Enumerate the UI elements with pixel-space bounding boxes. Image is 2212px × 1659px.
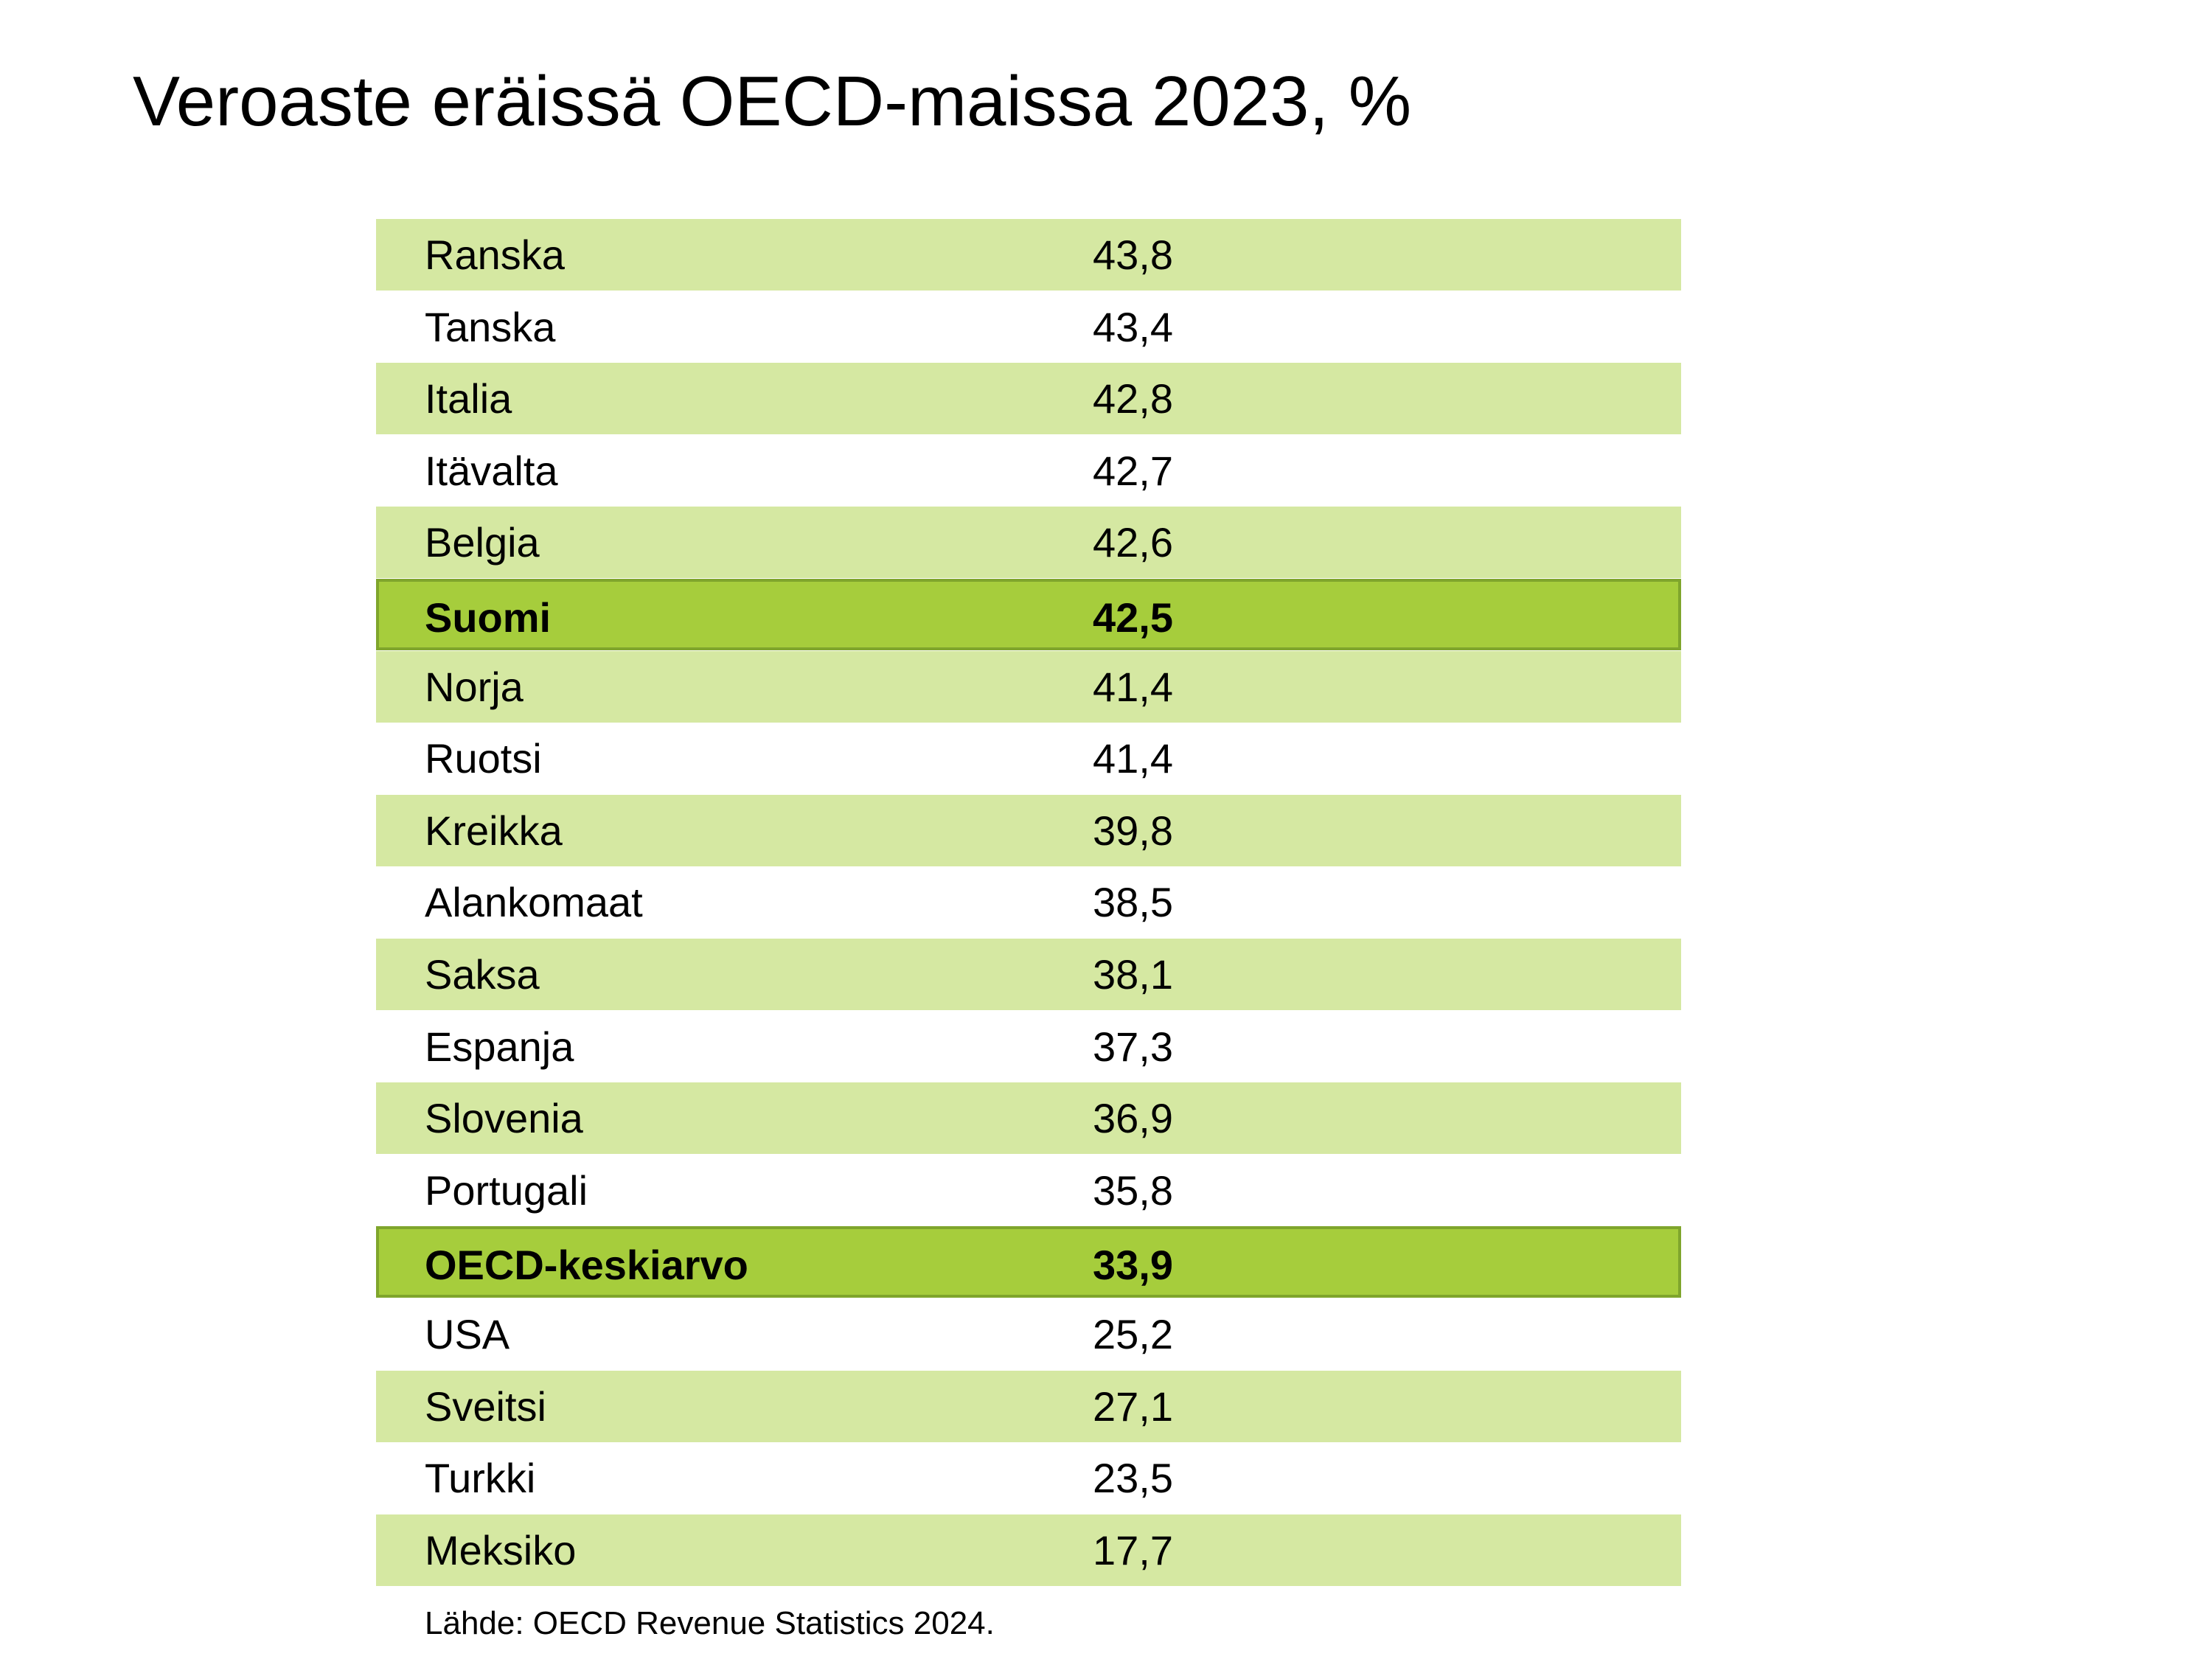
table-row: Alankomaat 38,5 — [376, 866, 1681, 938]
country-name: OECD-keskiarvo — [425, 1242, 748, 1288]
country-name: Portugali — [425, 1167, 588, 1214]
tax-rate-value: 42,6 — [1093, 519, 1173, 566]
tax-rate-value: 43,4 — [1093, 304, 1173, 350]
table-row: USA 25,2 — [376, 1298, 1681, 1370]
tax-rate-value: 43,8 — [1093, 232, 1173, 278]
country-name: Italia — [425, 375, 512, 422]
tax-rate-value: 41,4 — [1093, 735, 1173, 782]
country-name: Espanja — [425, 1023, 574, 1070]
page-title: Veroaste eräissä OECD-maissa 2023, % — [133, 62, 1412, 141]
tax-rate-value: 42,5 — [1093, 594, 1173, 641]
tax-rate-value: 41,4 — [1093, 664, 1173, 710]
table-row: Itävalta 42,7 — [376, 435, 1681, 507]
country-name: Sveitsi — [425, 1383, 546, 1430]
country-name: Ranska — [425, 232, 565, 278]
tax-rate-value: 38,1 — [1093, 951, 1173, 998]
tax-rate-value: 35,8 — [1093, 1167, 1173, 1214]
country-name: Turkki — [425, 1455, 536, 1501]
table-row: Tanska 43,4 — [376, 291, 1681, 363]
tax-rate-value: 27,1 — [1093, 1383, 1173, 1430]
country-name: Tanska — [425, 304, 556, 350]
tax-rate-value: 25,2 — [1093, 1311, 1173, 1357]
country-name: Slovenia — [425, 1095, 583, 1141]
tax-rate-value: 42,8 — [1093, 375, 1173, 422]
tax-rate-value: 42,7 — [1093, 448, 1173, 494]
table-row: OECD-keskiarvo 33,9 — [376, 1226, 1681, 1298]
source-note: Lähde: OECD Revenue Statistics 2024. — [425, 1605, 995, 1641]
country-name: Meksiko — [425, 1527, 577, 1573]
table-row: Belgia 42,6 — [376, 507, 1681, 578]
table-row: Portugali 35,8 — [376, 1155, 1681, 1226]
table-row: Ranska 43,8 — [376, 219, 1681, 291]
country-name: Suomi — [425, 594, 552, 641]
country-name: Ruotsi — [425, 735, 542, 782]
country-name: Itävalta — [425, 448, 558, 494]
table-row: Meksiko 17,7 — [376, 1514, 1681, 1586]
table-row: Kreikka 39,8 — [376, 795, 1681, 866]
table-row: Sveitsi 27,1 — [376, 1371, 1681, 1442]
table-row: Ruotsi 41,4 — [376, 723, 1681, 794]
tax-rate-value: 33,9 — [1093, 1242, 1173, 1288]
country-name: Alankomaat — [425, 879, 643, 925]
table-row: Espanja 37,3 — [376, 1011, 1681, 1082]
table-row: Saksa 38,1 — [376, 939, 1681, 1010]
tax-rate-value: 17,7 — [1093, 1527, 1173, 1573]
table-row: Slovenia 36,9 — [376, 1082, 1681, 1154]
table-row: Turkki 23,5 — [376, 1442, 1681, 1514]
table-row: Italia 42,8 — [376, 363, 1681, 434]
tax-rate-value: 36,9 — [1093, 1095, 1173, 1141]
country-name: Saksa — [425, 951, 540, 998]
country-name: Norja — [425, 664, 524, 710]
table-row: Norja 41,4 — [376, 651, 1681, 723]
country-name: Kreikka — [425, 807, 563, 854]
table-row: Suomi 42,5 — [376, 579, 1681, 650]
tax-rate-value: 39,8 — [1093, 807, 1173, 854]
tax-rate-value: 23,5 — [1093, 1455, 1173, 1501]
country-name: USA — [425, 1311, 510, 1357]
tax-rate-value: 37,3 — [1093, 1023, 1173, 1070]
tax-rate-value: 38,5 — [1093, 879, 1173, 925]
country-name: Belgia — [425, 519, 540, 566]
